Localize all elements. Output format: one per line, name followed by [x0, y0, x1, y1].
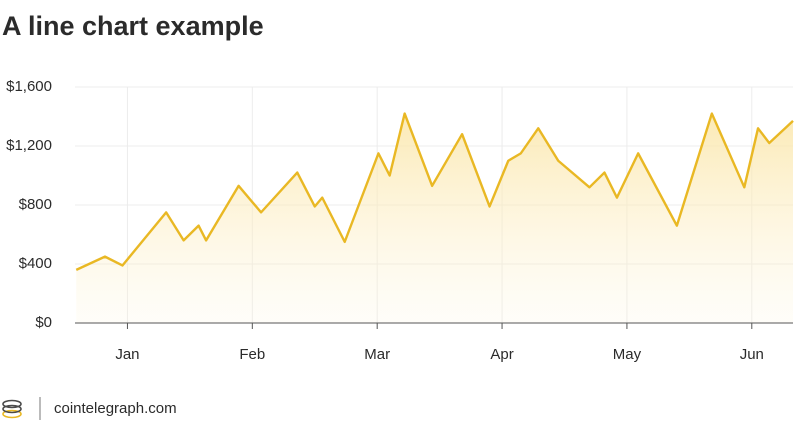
logo: [2, 397, 41, 420]
y-tick-label: $1,600: [6, 78, 52, 95]
x-tick-label: Feb: [239, 346, 265, 363]
source: cointelegraph.com: [54, 400, 177, 417]
x-tick-label: Jun: [740, 346, 764, 363]
x-tick-label: May: [613, 346, 642, 363]
y-tick-label: $0: [35, 314, 52, 331]
x-tick-label: Mar: [364, 346, 390, 363]
x-tick-label: Jan: [115, 346, 139, 363]
y-tick-label: $1,200: [6, 137, 52, 154]
line: [75, 112, 794, 271]
y-tick-label: $800: [19, 196, 52, 213]
area: [76, 113, 793, 323]
chart-title: A line chart example: [2, 11, 264, 41]
x-tick-label: Apr: [490, 346, 513, 363]
y-tick-label: $400: [19, 255, 52, 272]
